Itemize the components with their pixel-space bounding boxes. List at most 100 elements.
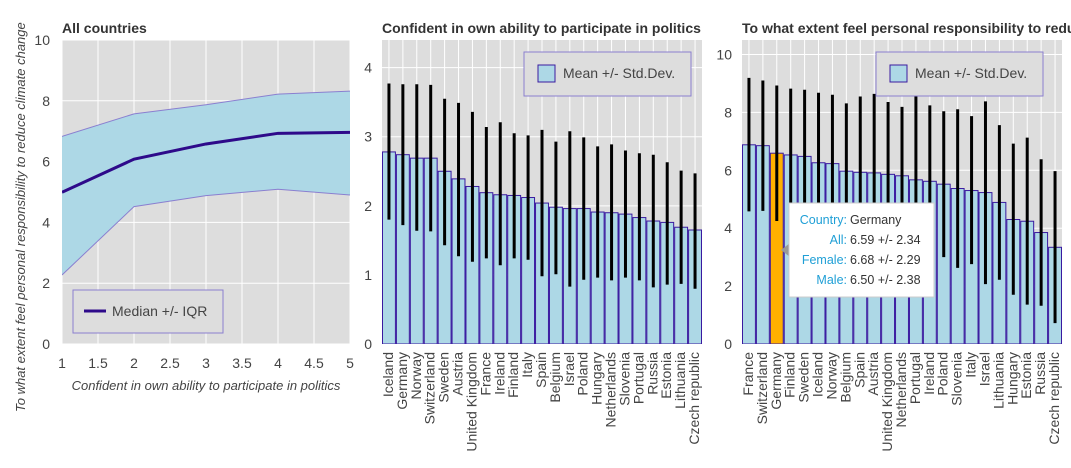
- tooltip-row-female: Female: 6.68 +/- 2.29: [802, 253, 921, 267]
- x-tick-label: Russia: [1032, 352, 1048, 395]
- panel-confident-participate: 0 1 2 3 4 IcelandGermanyNorwaySwitzerlandSwed…: [364, 20, 702, 452]
- x-tick-label: Lithuania: [990, 352, 1006, 409]
- tooltip-pointer: [781, 243, 790, 257]
- x-tick-label: Switzerland: [422, 352, 438, 424]
- y-tick-label: 2: [42, 275, 50, 291]
- x-tick-label: Portugal: [907, 352, 923, 404]
- legend-label: Median +/- IQR: [112, 303, 207, 319]
- x-tick-label: Poland: [935, 352, 951, 396]
- median-line: [62, 130, 350, 194]
- y-tick-label: 2: [724, 278, 732, 294]
- x-tick-label: 1.5: [88, 355, 108, 371]
- legend-box: [72, 289, 224, 334]
- shared-y-axis-label: To what extent feel personal responsibil…: [13, 22, 28, 412]
- tooltip-value: 6.68 +/- 2.29: [850, 253, 921, 267]
- iqr-lower-edge: [62, 188, 350, 276]
- y-tick-label: 4: [724, 220, 732, 236]
- x-tick-label: Belgium: [547, 352, 563, 403]
- x-tick-label: Norway: [408, 352, 424, 399]
- y-tick-label: 0: [42, 336, 50, 352]
- x-tick-label: Spain: [533, 352, 549, 388]
- tick-labels: 0246810FranceSwitzerlandGermanyFinlandSw…: [716, 46, 1062, 451]
- x-tick-label: Ireland: [491, 352, 507, 395]
- x-tick-label: Czech republic: [686, 352, 702, 445]
- y-tick-label: 8: [42, 93, 50, 109]
- x-tick-label: 2.5: [160, 355, 180, 371]
- tooltip-value: Germany: [850, 213, 902, 227]
- x-tick-label: Slovenia: [616, 352, 632, 406]
- x-tick-label: Ireland: [921, 352, 937, 395]
- x-tick-label: Portugal: [630, 352, 646, 404]
- panel-all-countries: 1 1.5 2 2.5 3 3.5 4 4.5 5 0 2 4 6 8 10 All countries C…: [34, 20, 354, 393]
- y-tick-label: 10: [716, 46, 732, 62]
- x-axis-label: Confident in own ability to participate …: [72, 378, 341, 393]
- x-tick-label: Israel: [976, 352, 992, 386]
- y-tick-label: 0: [724, 336, 732, 352]
- x-tick-label: 1: [58, 355, 66, 371]
- tooltip-value: 6.50 +/- 2.38: [850, 273, 921, 287]
- y-tick-label: 1: [364, 267, 372, 283]
- y-tick-label: 6: [724, 162, 732, 178]
- series-marks: [62, 90, 350, 276]
- x-tick-label: Czech republic: [1046, 352, 1062, 445]
- x-tick-label: Finland: [782, 352, 798, 398]
- bar-marks: [382, 83, 702, 344]
- y-tick-label: 6: [42, 154, 50, 170]
- x-tick-label: 4: [274, 355, 282, 371]
- tooltip-row-male: Male: 6.50 +/- 2.38: [816, 273, 920, 287]
- x-tick-label: Netherlands: [893, 352, 909, 428]
- x-tick-label: Slovenia: [949, 352, 965, 406]
- x-tick-label: Netherlands: [603, 352, 619, 428]
- x-tick-label: Russia: [644, 352, 660, 395]
- iqr-upper-edge: [62, 90, 350, 137]
- tooltip-key: Country:: [800, 213, 847, 227]
- chart-title: Confident in own ability to participate …: [382, 20, 701, 36]
- x-tick-label: 3.5: [232, 355, 252, 371]
- legend[interactable]: Mean +/- Std.Dev.: [875, 51, 1044, 97]
- x-tick-label: 5: [346, 355, 354, 371]
- legend[interactable]: Median +/- IQR: [72, 289, 224, 334]
- legend-label: Mean +/- Std.Dev.: [563, 65, 675, 81]
- x-tick-label: United Kingdom: [463, 352, 479, 452]
- x-tick-label: 3: [202, 355, 210, 371]
- x-tick-label: 4.5: [304, 355, 324, 371]
- tooltip-row-country: Country: Germany: [800, 213, 902, 227]
- x-tick-label: Sweden: [796, 352, 812, 403]
- x-tick-label: 2: [130, 355, 138, 371]
- x-tick-label: Austria: [865, 352, 881, 396]
- x-tick-label: Spain: [851, 352, 867, 388]
- x-tick-label: Finland: [505, 352, 521, 398]
- legend-label: Mean +/- Std.Dev.: [915, 65, 1027, 81]
- tooltip-key: Female:: [802, 253, 847, 267]
- tick-labels: 0 1 2 3 4 IcelandGermanyNorwaySwitzerlandSwed…: [364, 60, 702, 452]
- x-tick-label: Italy: [963, 352, 979, 378]
- x-tick-label: Switzerland: [754, 352, 770, 424]
- tooltip: Country: Germany All: 6.59 +/- 2.34 Fema…: [781, 202, 935, 298]
- x-tick-label: Iceland: [810, 352, 826, 397]
- x-tick-label: Hungary: [589, 352, 605, 405]
- x-tick-label: Israel: [561, 352, 577, 386]
- grid: [61, 39, 351, 345]
- x-tick-label: United Kingdom: [879, 352, 895, 452]
- panel-personal-responsibility: 0246810FranceSwitzerlandGermanyFinlandSw…: [716, 20, 1071, 452]
- x-tick-label: Estonia: [658, 352, 674, 399]
- y-tick-label: 3: [364, 129, 372, 145]
- y-tick-label: 8: [724, 104, 732, 120]
- x-tick-label: Belgium: [837, 352, 853, 403]
- tooltip-key: All:: [830, 233, 847, 247]
- x-tick-label: Hungary: [1004, 352, 1020, 405]
- chart-title: All countries: [62, 20, 147, 36]
- x-tick-label: Austria: [450, 352, 466, 396]
- legend[interactable]: Mean +/- Std.Dev.: [523, 51, 692, 97]
- tooltip-box: [788, 202, 935, 298]
- x-tick-label: Italy: [519, 352, 535, 378]
- y-tick-label: 2: [364, 198, 372, 214]
- tooltip-value: 6.59 +/- 2.34: [850, 233, 921, 247]
- tick-labels: 1 1.5 2 2.5 3 3.5 4 4.5 5 0 2 4 6 8 10: [34, 32, 354, 371]
- x-tick-label: Estonia: [1018, 352, 1034, 399]
- chart-title: To what extent feel personal responsibil…: [742, 20, 1071, 36]
- x-tick-label: Lithuania: [672, 352, 688, 409]
- iqr-band: [62, 91, 350, 275]
- x-tick-label: Poland: [575, 352, 591, 396]
